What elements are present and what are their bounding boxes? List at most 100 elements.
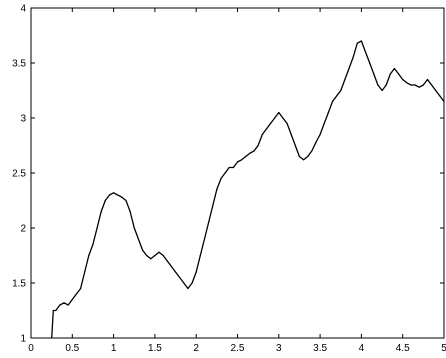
- data-point: [398, 73, 400, 75]
- data-point: [150, 258, 152, 260]
- data-point: [92, 243, 94, 246]
- x-tick-label: 3: [276, 343, 282, 354]
- data-point: [364, 51, 367, 53]
- data-point: [331, 100, 334, 103]
- data-point: [59, 304, 61, 306]
- x-tick-label: 2.5: [231, 343, 245, 354]
- y-axis-ticks: [31, 7, 444, 339]
- data-point: [253, 150, 255, 152]
- data-point: [414, 84, 416, 86]
- data-point: [373, 73, 375, 75]
- data-point: [162, 254, 164, 257]
- data-point: [311, 150, 313, 152]
- data-point: [418, 86, 420, 88]
- data-point: [96, 227, 98, 229]
- data-point: [212, 205, 214, 207]
- data-point: [63, 302, 65, 304]
- data-point: [315, 141, 317, 143]
- data-point: [385, 84, 387, 86]
- data-point: [290, 133, 292, 136]
- data-point: [236, 161, 239, 163]
- data-point: [199, 254, 201, 257]
- data-point: [406, 82, 408, 84]
- data-point: [187, 287, 189, 290]
- series-layer: [51, 40, 445, 339]
- x-tick-label: 2: [193, 343, 199, 354]
- data-point: [327, 111, 329, 114]
- data-point: [294, 144, 296, 147]
- data-point: [71, 298, 73, 301]
- data-point: [117, 194, 119, 196]
- data-point: [249, 152, 251, 154]
- data-point: [224, 172, 226, 174]
- data-point: [389, 73, 391, 75]
- x-tick-label: 0: [28, 343, 34, 354]
- data-point: [336, 95, 338, 97]
- data-point: [228, 166, 230, 169]
- y-tick-label: 2: [20, 224, 26, 235]
- data-point: [245, 155, 247, 158]
- data-point: [55, 309, 57, 312]
- data-point: [303, 159, 305, 161]
- data-point: [75, 293, 77, 295]
- data-point: [174, 271, 177, 273]
- data-point: [67, 304, 69, 306]
- data-point: [146, 254, 148, 257]
- data-point: [183, 282, 185, 284]
- data-point: [426, 78, 429, 81]
- data-point: [195, 271, 197, 273]
- data-point: [410, 84, 412, 86]
- data-point: [121, 196, 123, 198]
- y-tick-label: 4: [20, 4, 26, 15]
- data-point: [269, 122, 272, 125]
- data-point: [443, 100, 445, 103]
- data-point: [377, 84, 379, 86]
- data-point: [352, 56, 354, 59]
- data-point: [381, 89, 383, 92]
- data-point: [278, 111, 280, 114]
- data-point: [51, 337, 53, 339]
- data-point: [435, 89, 437, 92]
- x-axis-ticks: [30, 8, 445, 338]
- data-point: [154, 254, 156, 257]
- x-axis-tick-labels: 0 0.5 1 1.5 2 2.5 3 3.5 4 4.5 5: [28, 343, 446, 354]
- data-point: [108, 194, 111, 196]
- data-point: [220, 177, 222, 180]
- data-point: [439, 95, 441, 97]
- x-tick-label: 5: [441, 343, 446, 354]
- data-point: [348, 67, 350, 70]
- data-point: [80, 287, 82, 290]
- data-point: [274, 117, 276, 119]
- data-point: [104, 199, 106, 202]
- data-point: [422, 84, 424, 86]
- x-tick-label: 1: [111, 343, 117, 354]
- data-point: [360, 40, 362, 42]
- data-point: [137, 238, 139, 240]
- data-point: [166, 260, 168, 262]
- data-point: [113, 192, 115, 194]
- data-point: [402, 78, 404, 81]
- data-point: [125, 199, 127, 202]
- x-tick-label: 0.5: [65, 343, 79, 354]
- x-tick-label: 4: [359, 343, 365, 354]
- y-tick-label: 2.5: [12, 169, 26, 180]
- data-point: [203, 238, 206, 240]
- data-point: [257, 144, 259, 147]
- y-tick-label: 1: [20, 334, 26, 345]
- x-tick-label: 1.5: [148, 343, 162, 354]
- data-point: [265, 128, 267, 130]
- data-point: [323, 122, 325, 125]
- axes-box: [30, 7, 445, 339]
- y-tick-label: 3: [20, 114, 26, 125]
- data-point: [179, 276, 181, 279]
- data-point: [261, 133, 263, 136]
- data-point: [170, 265, 172, 268]
- data-point: [158, 251, 160, 253]
- data-point: [286, 122, 288, 125]
- data-point: [216, 188, 218, 191]
- data-point: [356, 42, 358, 44]
- x-tick-label: 3.5: [313, 343, 327, 354]
- data-point: [84, 271, 86, 273]
- data-point: [344, 78, 346, 81]
